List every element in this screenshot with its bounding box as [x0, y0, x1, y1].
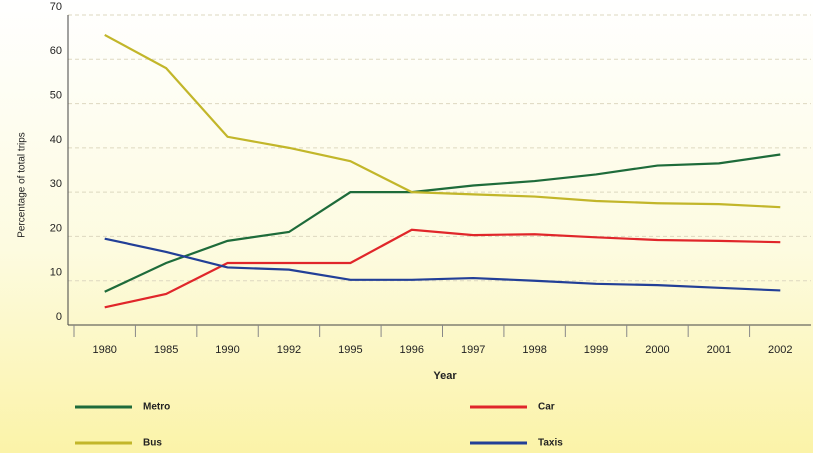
legend-label: Taxis: [538, 438, 563, 449]
legend-label: Metro: [143, 402, 170, 413]
x-tick-label: 1980: [92, 344, 116, 356]
x-tick-label: 1985: [154, 344, 178, 356]
series-line: [104, 153, 781, 293]
y-tick-label: 30: [50, 178, 62, 190]
x-tick-label: 1990: [215, 344, 239, 356]
y-tick-label: 70: [50, 1, 62, 13]
y-tick-label: 60: [50, 45, 62, 57]
x-tick-label: 2000: [645, 344, 669, 356]
x-tick-label: 2001: [707, 344, 731, 356]
legend-label: Bus: [143, 438, 162, 449]
y-axis-label: Percentage of total trips: [17, 132, 28, 238]
x-tick-label: 1998: [522, 344, 546, 356]
y-tick-label: 10: [50, 267, 62, 279]
x-axis-label: Year: [433, 370, 457, 382]
y-tick-label: 0: [56, 311, 62, 323]
y-tick-label: 20: [50, 222, 62, 234]
series-line: [104, 33, 781, 209]
y-tick-label: 50: [50, 89, 62, 101]
x-tick-label: 1992: [277, 344, 301, 356]
series-line: [104, 228, 781, 309]
y-tick-label: 40: [50, 134, 62, 146]
x-tick-label: 1995: [338, 344, 362, 356]
x-tick-label: 1997: [461, 344, 485, 356]
x-tick-label: 1996: [400, 344, 424, 356]
x-tick-label: 2002: [768, 344, 792, 356]
x-tick-label: 1999: [584, 344, 608, 356]
legend-label: Car: [538, 402, 555, 413]
series-line: [104, 237, 781, 292]
